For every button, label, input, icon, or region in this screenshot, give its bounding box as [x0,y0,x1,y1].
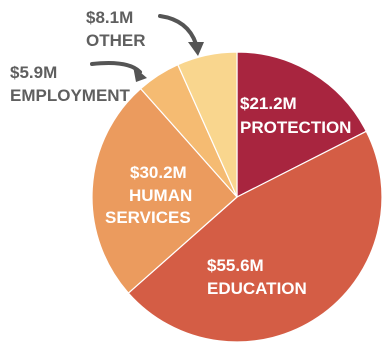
education-category-label: EDUCATION [207,279,307,298]
employment-callout-arrowhead [133,66,147,82]
pie-slice-protection [236,51,368,198]
protection-value-label: $21.2M [240,94,297,113]
pie-slice-education [127,130,383,343]
pie-slice-other [176,51,238,198]
callout-arrows [90,14,204,82]
employment-category-label: EMPLOYMENT [10,86,131,105]
education-value-label: $55.6M [207,256,264,275]
slice-labels: $21.2M PROTECTION $55.6M EDUCATION $30.2… [10,8,351,298]
pie-slice-human-services [91,87,238,294]
employment-value-label: $5.9M [10,63,57,82]
human-services-category-label-1: HUMAN [129,186,192,205]
other-callout-arrowhead [188,42,204,56]
human-services-category-label-2: SERVICES [105,208,191,227]
other-callout-arrow [158,14,198,46]
other-category-label: OTHER [86,31,146,50]
pie-slices [91,51,383,343]
protection-category-label: PROTECTION [240,118,351,137]
human-services-value-label: $30.2M [130,163,187,182]
employment-callout-arrow [90,61,142,74]
other-value-label: $8.1M [86,8,133,27]
